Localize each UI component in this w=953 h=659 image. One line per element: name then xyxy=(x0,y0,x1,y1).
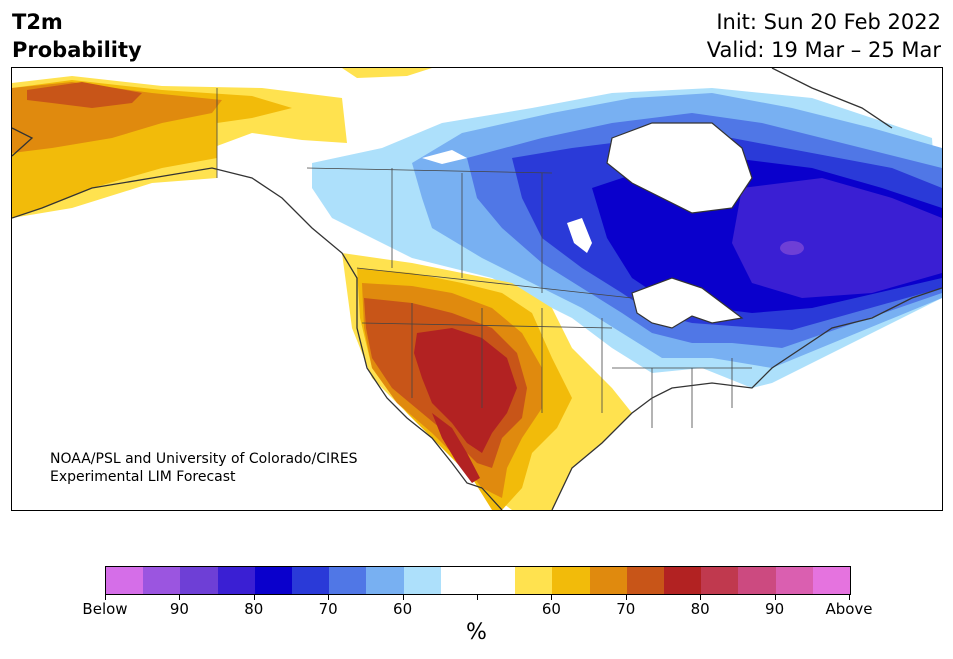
colorbar-cell xyxy=(701,567,739,594)
hudson-bay xyxy=(606,122,753,214)
colorbar-cell xyxy=(403,567,441,594)
date-info: Init: Sun 20 Feb 2022 Valid: 19 Mar – 25… xyxy=(707,8,941,64)
variable-name: T2m xyxy=(12,10,63,34)
colorbar-tick-label: 60 xyxy=(541,600,561,618)
colorbar-tick-label: Below xyxy=(82,600,128,618)
colorbar-cell xyxy=(254,567,293,594)
colorbar-cell xyxy=(626,567,665,594)
colorbar-cell xyxy=(366,567,404,594)
credit-line-1: NOAA/PSL and University of Colorado/CIRE… xyxy=(50,451,358,467)
colorbar-tick-label: 70 xyxy=(318,600,338,618)
colorbar-cell xyxy=(180,567,218,594)
probability-colorbar xyxy=(105,566,851,595)
colorbar-tick xyxy=(477,594,478,600)
colorbar-tick-label: 80 xyxy=(690,600,710,618)
colorbar-cell xyxy=(589,567,627,594)
probability-map-svg xyxy=(12,68,942,510)
colorbar-tick xyxy=(849,594,850,600)
great-slave-lake xyxy=(422,150,467,164)
colorbar-tick-label: 90 xyxy=(169,600,189,618)
colorbar-cell xyxy=(775,567,813,594)
colorbar-tick-label: 90 xyxy=(765,600,785,618)
credit-line-2: Experimental LIM Forecast xyxy=(50,469,236,485)
colorbar-tick xyxy=(253,594,255,600)
forecast-map: NOAA/PSL and University of Colorado/CIRE… xyxy=(11,67,943,511)
colorbar-cell xyxy=(552,567,590,594)
colorbar-cell xyxy=(812,567,851,594)
colorbar-cell xyxy=(143,567,181,594)
colorbar-cell xyxy=(329,567,367,594)
colorbar-tick xyxy=(328,594,330,600)
colorbar-unit-label: % xyxy=(466,620,487,645)
colorbar-cell xyxy=(515,567,553,594)
state-province-borders xyxy=(216,88,752,428)
colorbar-tick-label: 70 xyxy=(616,600,636,618)
great-lakes xyxy=(631,277,744,329)
colorbar-tick xyxy=(625,594,627,600)
colorbar-cell xyxy=(217,567,255,594)
credit-text: NOAA/PSL and University of Colorado/CIRE… xyxy=(50,450,358,486)
colorbar-tick xyxy=(774,594,776,600)
southwest-red-region xyxy=(414,328,517,453)
arctic-yellow-region xyxy=(342,68,432,78)
colorbar-cell xyxy=(478,567,516,594)
colorbar-cell xyxy=(664,567,702,594)
colorbar-ticks xyxy=(105,594,850,602)
alaska-darkorange-region xyxy=(27,82,142,108)
colorbar-tick xyxy=(402,594,404,600)
colorbar-tick xyxy=(551,594,553,600)
colorbar-tick-label: 80 xyxy=(244,600,264,618)
colorbar-cell xyxy=(738,567,776,594)
valid-range: Valid: 19 Mar – 25 Mar xyxy=(706,38,941,62)
quebec-indigo-region xyxy=(732,178,942,298)
colorbar-cell xyxy=(106,567,144,594)
quebec-violet-spot xyxy=(780,241,804,255)
colorbar-tick xyxy=(700,594,702,600)
colorbar-cell xyxy=(440,567,479,594)
colorbar-tick xyxy=(179,594,181,600)
colorbar-tick-label: Above xyxy=(825,600,873,618)
colorbar-cell xyxy=(292,567,330,594)
baja-red-region xyxy=(432,413,480,483)
colorbar-tick-label: 60 xyxy=(393,600,413,618)
init-date: Init: Sun 20 Feb 2022 xyxy=(716,10,941,34)
product-name: Probability xyxy=(12,38,142,62)
map-title: T2m Probability xyxy=(12,8,142,64)
lake-winnipeg xyxy=(567,218,592,253)
colorbar-tick xyxy=(105,594,106,600)
